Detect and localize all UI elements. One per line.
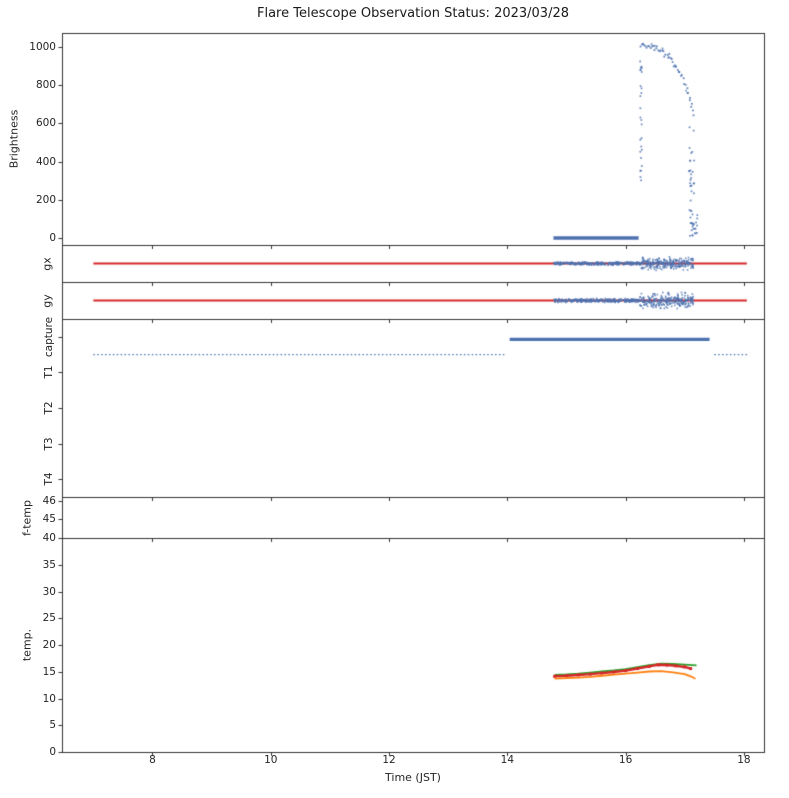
chart-title: Flare Telescope Observation Status: 2023… xyxy=(257,6,569,21)
brightness-tick-label: 0 xyxy=(49,231,56,244)
x-tick-label: 8 xyxy=(149,754,156,766)
temp-tick-label: 0 xyxy=(49,746,56,758)
brightness-axis-label: Brightness xyxy=(7,109,21,169)
x-tick-label: 14 xyxy=(500,754,515,766)
x-tick-label: 10 xyxy=(264,754,278,766)
x-tick-label: 16 xyxy=(618,754,633,766)
temp-axis-label: temp. xyxy=(20,628,34,662)
brightness-tick-label: 1000 xyxy=(29,40,56,53)
ftemp-tick-label: 46 xyxy=(42,494,56,507)
brightness-tick-label: 800 xyxy=(35,79,56,92)
gx-axis-label: gx xyxy=(40,257,54,271)
gy-axis-label: gy xyxy=(40,294,54,308)
x-tick-label: 12 xyxy=(382,754,396,766)
x-axis-label: Time (JST) xyxy=(385,771,441,784)
brightness-tick-label: 400 xyxy=(35,155,56,168)
capture-tick-label: T2 xyxy=(43,401,55,415)
temp-tick-label: 35 xyxy=(42,558,56,571)
capture-tick-label: T4 xyxy=(43,472,55,486)
ftemp-tick-label: 45 xyxy=(42,513,56,526)
capture-tick-label: capture xyxy=(43,316,55,357)
temp-tick-label: 30 xyxy=(42,585,56,598)
temp-tick-label: 10 xyxy=(42,692,56,705)
temp-tick-label: 20 xyxy=(42,639,56,651)
capture-tick-label: T1 xyxy=(43,365,55,379)
x-tick-label: 18 xyxy=(737,754,751,766)
temp-tick-label: 25 xyxy=(42,612,56,625)
temp-tick-label: 5 xyxy=(49,719,56,732)
temp-tick-label: 40 xyxy=(42,532,56,544)
temp-tick-label: 15 xyxy=(42,665,56,678)
capture-tick-label: T3 xyxy=(43,437,55,451)
brightness-tick-label: 600 xyxy=(35,117,56,130)
brightness-tick-label: 200 xyxy=(35,193,56,206)
ftemp-axis-label: f-temp xyxy=(20,499,34,537)
